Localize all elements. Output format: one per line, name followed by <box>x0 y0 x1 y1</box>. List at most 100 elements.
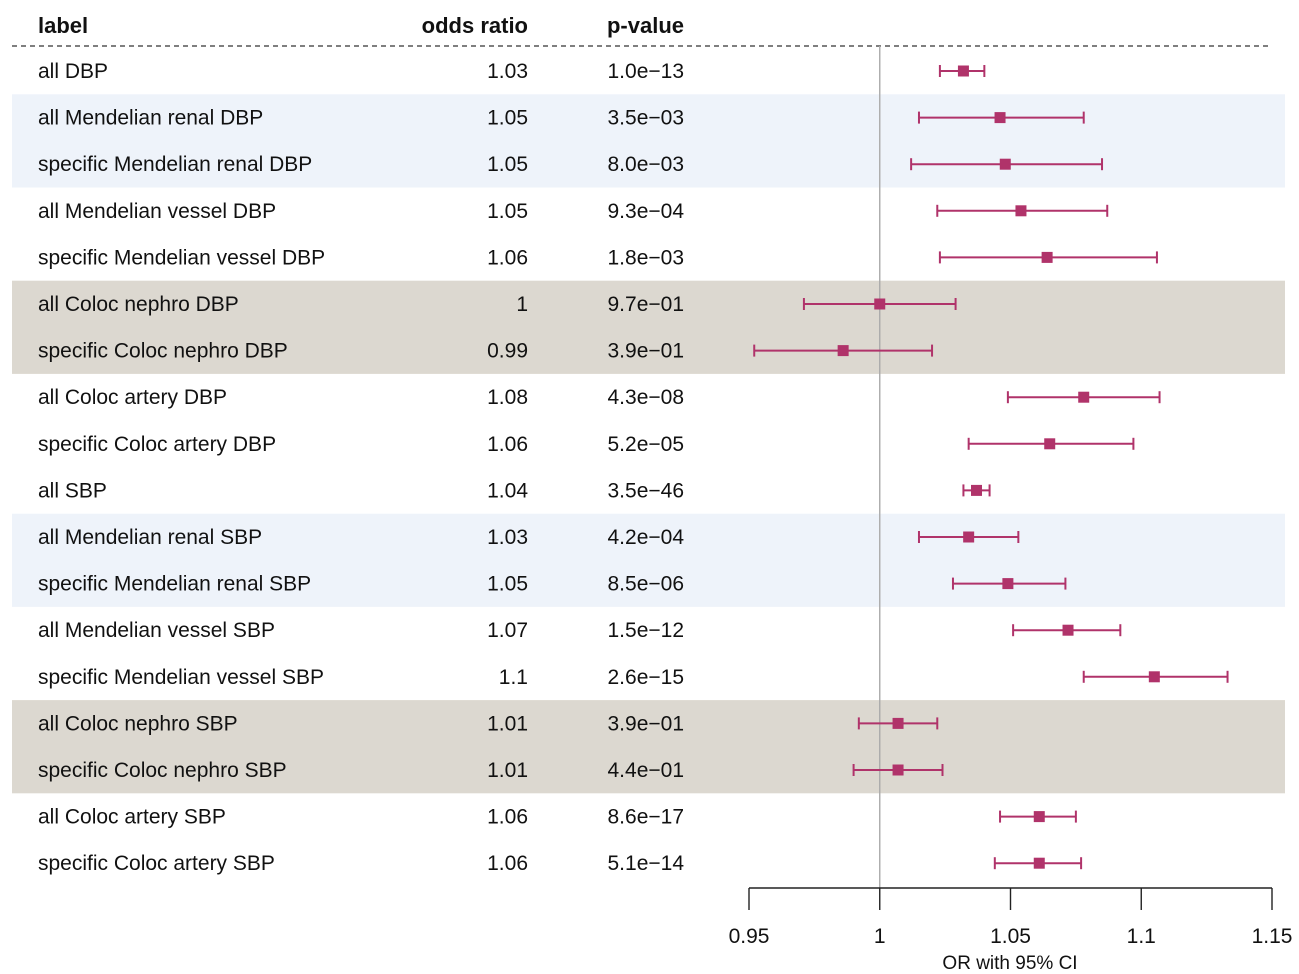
x-tick-label: 1.1 <box>1127 925 1156 948</box>
row-label: specific Coloc artery DBP <box>38 433 276 456</box>
point-estimate <box>1015 205 1027 217</box>
point-estimate <box>1033 811 1045 823</box>
header-p-value: p-value <box>607 13 684 38</box>
x-tick-label: 1.05 <box>990 925 1031 948</box>
x-tick-label: 1.15 <box>1252 925 1293 948</box>
row-label: specific Mendelian vessel DBP <box>38 246 325 269</box>
x-axis-title: OR with 95% CI <box>942 953 1077 974</box>
point-estimate <box>971 484 983 496</box>
table-row: all Coloc artery SBP 1.06 8.6e−17 <box>38 806 1077 829</box>
point-estimate <box>1078 391 1090 403</box>
row-p-value: 3.5e−03 <box>608 107 685 130</box>
x-tick-label: 1 <box>874 925 886 948</box>
table-row: specific Coloc nephro DBP 0.99 3.9e−01 <box>38 340 934 363</box>
row-odds-ratio: 1.04 <box>487 479 528 502</box>
table-row: all Coloc artery DBP 1.08 4.3e−08 <box>38 386 1161 409</box>
point-estimate <box>892 764 904 776</box>
row-label: all Coloc nephro DBP <box>38 293 239 316</box>
row-p-value: 3.9e−01 <box>608 712 685 735</box>
table-row: all Coloc nephro SBP 1.01 3.9e−01 <box>38 712 939 735</box>
row-p-value: 9.3e−04 <box>608 200 685 223</box>
row-odds-ratio: 1.03 <box>487 526 528 549</box>
row-odds-ratio: 1.01 <box>487 712 528 735</box>
row-label: all SBP <box>38 479 107 502</box>
row-label: all DBP <box>38 60 108 83</box>
point-estimate <box>892 717 904 729</box>
row-p-value: 5.2e−05 <box>608 433 685 456</box>
row-p-value: 4.3e−08 <box>608 386 685 409</box>
table-row: all Mendelian renal SBP 1.03 4.2e−04 <box>38 526 1020 549</box>
x-axis: OR with 95% CI 0.95 1 1.05 1.1 1.15 <box>729 887 1293 974</box>
row-label: specific Coloc nephro SBP <box>38 759 287 782</box>
row-label: specific Mendelian renal SBP <box>38 573 311 596</box>
row-band-grey <box>12 700 1285 794</box>
row-p-value: 3.5e−46 <box>608 479 685 502</box>
row-p-value: 5.1e−14 <box>608 852 685 875</box>
row-label: all Coloc artery DBP <box>38 386 227 409</box>
point-estimate <box>837 345 849 357</box>
x-tick-label: 0.95 <box>729 925 770 948</box>
table-row: specific Coloc artery DBP 1.06 5.2e−05 <box>38 433 1135 456</box>
point-estimate <box>1044 438 1056 450</box>
table-row: all Mendelian vessel SBP 1.07 1.5e−12 <box>38 619 1122 642</box>
row-p-value: 1.5e−12 <box>608 619 685 642</box>
row-label: specific Coloc artery SBP <box>38 852 275 875</box>
table-header: label odds ratio p-value <box>12 13 1272 47</box>
point-estimate <box>1062 624 1074 636</box>
row-p-value: 2.6e−15 <box>608 666 685 689</box>
row-label: all Mendelian vessel DBP <box>38 200 276 223</box>
row-odds-ratio: 1.06 <box>487 852 528 875</box>
row-band-blue <box>12 94 1285 188</box>
table-row: all DBP 1.03 1.0e−13 <box>38 60 986 83</box>
row-p-value: 4.2e−04 <box>608 526 685 549</box>
row-label: all Mendelian renal DBP <box>38 107 263 130</box>
point-estimate <box>999 158 1011 170</box>
table-row: all Mendelian vessel DBP 1.05 9.3e−04 <box>38 200 1109 223</box>
row-p-value: 8.0e−03 <box>608 153 685 176</box>
table-row: specific Mendelian vessel DBP 1.06 1.8e−03 <box>38 246 1158 269</box>
row-bands <box>12 94 1285 794</box>
point-estimate <box>1033 857 1045 869</box>
point-estimate <box>1148 671 1160 683</box>
table-row: specific Mendelian vessel SBP 1.1 2.6e−15 <box>38 666 1229 689</box>
row-odds-ratio: 1.01 <box>487 759 528 782</box>
row-odds-ratio: 1.05 <box>487 200 528 223</box>
row-odds-ratio: 1.06 <box>487 246 528 269</box>
row-odds-ratio: 1.05 <box>487 153 528 176</box>
table-row: specific Mendelian renal DBP 1.05 8.0e−03 <box>38 153 1104 176</box>
table-rows: all DBP 1.03 1.0e−13 all Mendelian renal DB… <box>38 60 1229 875</box>
table-row: all SBP 1.04 3.5e−46 <box>38 479 991 502</box>
row-label: all Mendelian vessel SBP <box>38 619 275 642</box>
row-odds-ratio: 1.1 <box>499 666 528 689</box>
row-label: specific Coloc nephro DBP <box>38 340 288 363</box>
point-estimate <box>874 298 886 310</box>
row-p-value: 4.4e−01 <box>608 759 685 782</box>
header-label: label <box>38 13 88 38</box>
row-odds-ratio: 0.99 <box>487 340 528 363</box>
point-estimate <box>1041 251 1053 263</box>
row-odds-ratio: 1.05 <box>487 573 528 596</box>
row-p-value: 8.5e−06 <box>608 573 685 596</box>
row-label: all Coloc nephro SBP <box>38 712 238 735</box>
row-odds-ratio: 1.05 <box>487 107 528 130</box>
table-row: all Mendelian renal DBP 1.05 3.5e−03 <box>38 107 1085 130</box>
row-odds-ratio: 1.07 <box>487 619 528 642</box>
row-odds-ratio: 1 <box>516 293 528 316</box>
row-odds-ratio: 1.06 <box>487 433 528 456</box>
header-odds-ratio: odds ratio <box>422 13 528 38</box>
table-row: specific Coloc nephro SBP 1.01 4.4e−01 <box>38 759 944 782</box>
row-band-blue <box>12 513 1285 607</box>
point-estimate <box>1002 578 1014 590</box>
table-row: specific Coloc artery SBP 1.06 5.1e−14 <box>38 852 1083 875</box>
row-p-value: 3.9e−01 <box>608 340 685 363</box>
row-label: specific Mendelian vessel SBP <box>38 666 324 689</box>
point-estimate <box>994 112 1006 124</box>
row-label: specific Mendelian renal DBP <box>38 153 312 176</box>
point-estimate <box>957 65 969 77</box>
row-odds-ratio: 1.06 <box>487 806 528 829</box>
row-p-value: 1.0e−13 <box>608 60 685 83</box>
row-label: all Coloc artery SBP <box>38 806 226 829</box>
row-odds-ratio: 1.03 <box>487 60 528 83</box>
point-estimate <box>963 531 975 543</box>
